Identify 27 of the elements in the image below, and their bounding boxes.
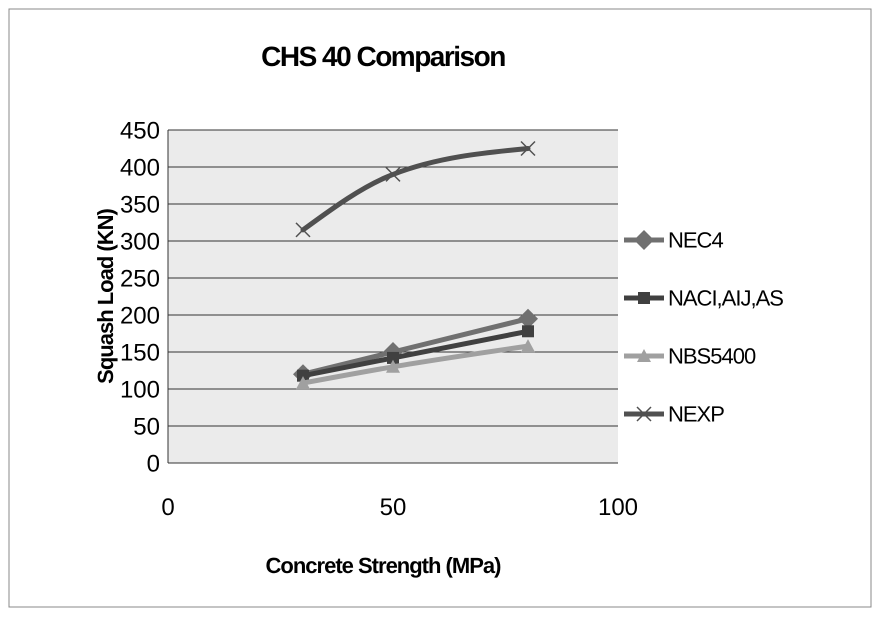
x-axis-title: Concrete Strength (MPa) bbox=[266, 553, 502, 578]
legend-label: NEC4 bbox=[668, 228, 724, 253]
point bbox=[520, 140, 536, 156]
point bbox=[295, 222, 311, 238]
legend-label: NACI,AIJ,AS bbox=[668, 286, 784, 311]
point bbox=[296, 376, 310, 390]
y-axis-title: Squash Load (KN) bbox=[93, 208, 118, 384]
y-tick-label: 100 bbox=[120, 376, 160, 404]
x-tick-label: 100 bbox=[598, 494, 638, 521]
point bbox=[385, 166, 401, 182]
y-tick-label: 300 bbox=[120, 228, 160, 256]
point bbox=[521, 339, 535, 352]
y-tick-label: 400 bbox=[120, 154, 160, 182]
point bbox=[386, 360, 400, 373]
y-tick-label: 0 bbox=[146, 450, 160, 478]
legend-label: NEXP bbox=[668, 402, 724, 427]
x-tick-label: 50 bbox=[380, 494, 406, 521]
y-tick-label: 50 bbox=[133, 413, 160, 440]
point bbox=[387, 352, 399, 364]
point bbox=[522, 325, 534, 338]
y-tick-label: 200 bbox=[120, 302, 160, 330]
y-tick-label: 450 bbox=[120, 117, 160, 144]
y-tick-label: 150 bbox=[120, 339, 160, 366]
y-tick-label: 350 bbox=[120, 191, 160, 218]
y-tick-label: 250 bbox=[120, 265, 160, 292]
chart-title: CHS 40 Comparison bbox=[261, 41, 506, 72]
legend-label: NBS5400 bbox=[668, 344, 756, 369]
